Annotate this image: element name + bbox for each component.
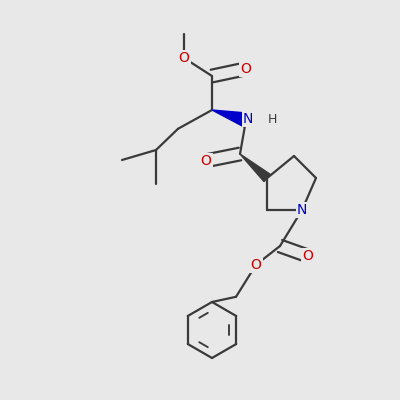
Text: O: O (178, 51, 190, 65)
Polygon shape (212, 110, 248, 127)
Text: O: O (240, 62, 252, 76)
Polygon shape (240, 154, 270, 182)
Text: N: N (297, 203, 307, 217)
Text: O: O (250, 258, 262, 272)
Text: O: O (200, 154, 212, 168)
Text: H: H (267, 113, 277, 126)
Text: O: O (302, 249, 314, 263)
Text: N: N (243, 112, 253, 126)
